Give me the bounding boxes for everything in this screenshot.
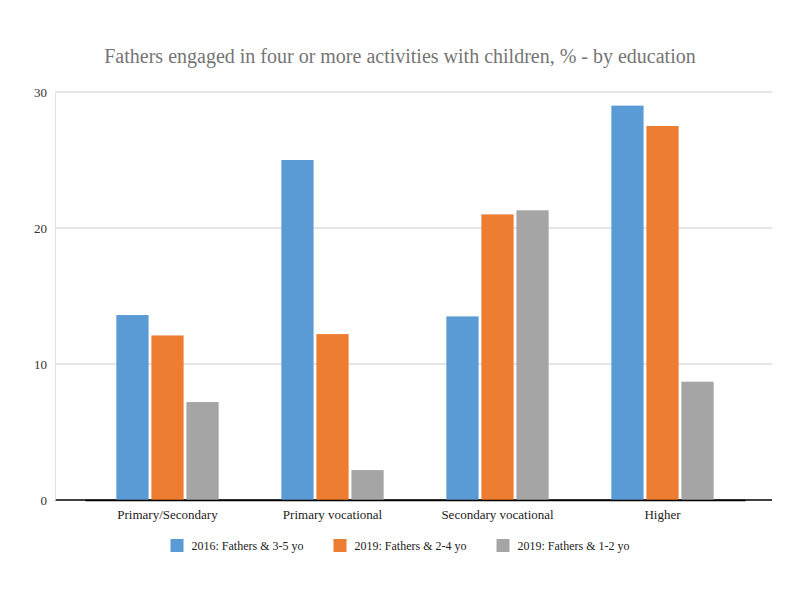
x-tick-label: Higher bbox=[644, 507, 681, 522]
bar bbox=[151, 335, 183, 500]
bar bbox=[116, 315, 148, 500]
legend-item: 2019: Fathers & 2-4 yo bbox=[334, 539, 467, 553]
y-axis: 0 10 20 30 bbox=[34, 85, 56, 508]
y-tick-label: 30 bbox=[34, 85, 47, 100]
legend-swatch bbox=[334, 539, 347, 552]
legend-label: 2019: Fathers & 1-2 yo bbox=[518, 539, 630, 553]
x-tick-label: Secondary vocational bbox=[441, 507, 554, 522]
legend-item: 2016: Fathers & 3-5 yo bbox=[171, 539, 304, 553]
bar bbox=[481, 214, 513, 500]
grid bbox=[55, 92, 772, 500]
y-tick: 0 bbox=[41, 493, 56, 508]
x-tick-label: Primary vocational bbox=[283, 507, 383, 522]
legend-label: 2019: Fathers & 2-4 yo bbox=[355, 539, 467, 553]
bar-series bbox=[151, 126, 678, 500]
x-tick: Higher bbox=[644, 500, 681, 522]
y-tick: 30 bbox=[34, 85, 55, 100]
bar bbox=[281, 160, 313, 500]
bar bbox=[646, 126, 678, 500]
legend-label: 2016: Fathers & 3-5 yo bbox=[192, 539, 304, 553]
legend-item: 2019: Fathers & 1-2 yo bbox=[497, 539, 630, 553]
bar bbox=[351, 470, 383, 500]
y-tick: 20 bbox=[34, 221, 55, 236]
legend-swatch bbox=[497, 539, 510, 552]
bar bbox=[516, 210, 548, 500]
y-tick: 10 bbox=[34, 357, 55, 372]
x-axis: Primary/Secondary Primary vocational Secon… bbox=[86, 500, 746, 522]
y-tick-label: 0 bbox=[41, 493, 48, 508]
grid-line bbox=[55, 92, 772, 93]
title: Fathers engaged in four or more activiti… bbox=[104, 45, 695, 68]
bar bbox=[316, 334, 348, 500]
y-tick-label: 10 bbox=[34, 357, 47, 372]
x-tick: Primary vocational bbox=[283, 500, 383, 522]
bar bbox=[186, 402, 218, 500]
bars bbox=[116, 106, 713, 500]
bar bbox=[611, 106, 643, 500]
bar-series bbox=[116, 106, 643, 500]
bar-series bbox=[186, 210, 713, 500]
legend: 2016: Fathers & 3-5 yo 2019: Fathers & 2-… bbox=[171, 539, 630, 553]
x-tick: Primary/Secondary bbox=[117, 500, 218, 522]
x-tick: Secondary vocational bbox=[441, 500, 554, 522]
bar bbox=[681, 382, 713, 500]
bar bbox=[446, 316, 478, 500]
chart: Fathers engaged in four or more activiti… bbox=[0, 0, 800, 600]
x-axis-line bbox=[86, 500, 746, 502]
x-tick-label: Primary/Secondary bbox=[117, 507, 218, 522]
y-axis-line bbox=[55, 93, 56, 501]
y-tick-label: 20 bbox=[34, 221, 47, 236]
legend-swatch bbox=[171, 539, 184, 552]
